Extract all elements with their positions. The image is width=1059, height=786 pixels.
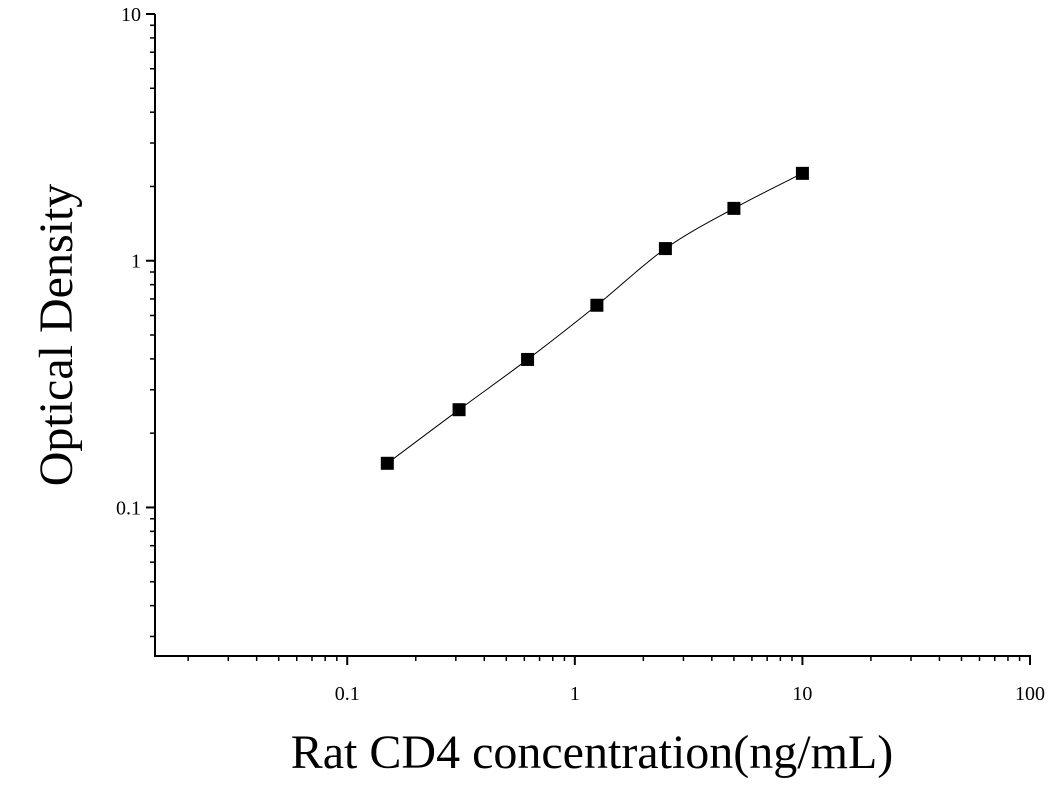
y-tick-label: 1 xyxy=(131,251,141,273)
y-tick-label: 10 xyxy=(121,4,141,26)
y-axis: 0.1 1 10 xyxy=(116,4,156,657)
data-point xyxy=(658,242,672,256)
x-axis: 0.1 1 10 100 xyxy=(155,655,1045,705)
x-tick-label: 10 xyxy=(792,683,812,705)
data-point xyxy=(795,166,809,180)
x-axis-title: Rat CD4 concentration(ng/mL) xyxy=(291,726,894,779)
data-points xyxy=(380,166,809,470)
y-axis-title: Optical Density xyxy=(30,184,83,487)
fit-curve xyxy=(387,172,803,464)
data-point xyxy=(380,456,394,470)
x-tick-label: 1 xyxy=(570,683,580,705)
x-tick-label: 0.1 xyxy=(335,683,360,705)
x-tick-label: 100 xyxy=(1015,683,1045,705)
data-point xyxy=(727,201,741,215)
data-point xyxy=(521,352,535,366)
data-point xyxy=(590,298,604,312)
y-tick-label: 0.1 xyxy=(116,497,141,519)
data-point xyxy=(452,403,466,417)
